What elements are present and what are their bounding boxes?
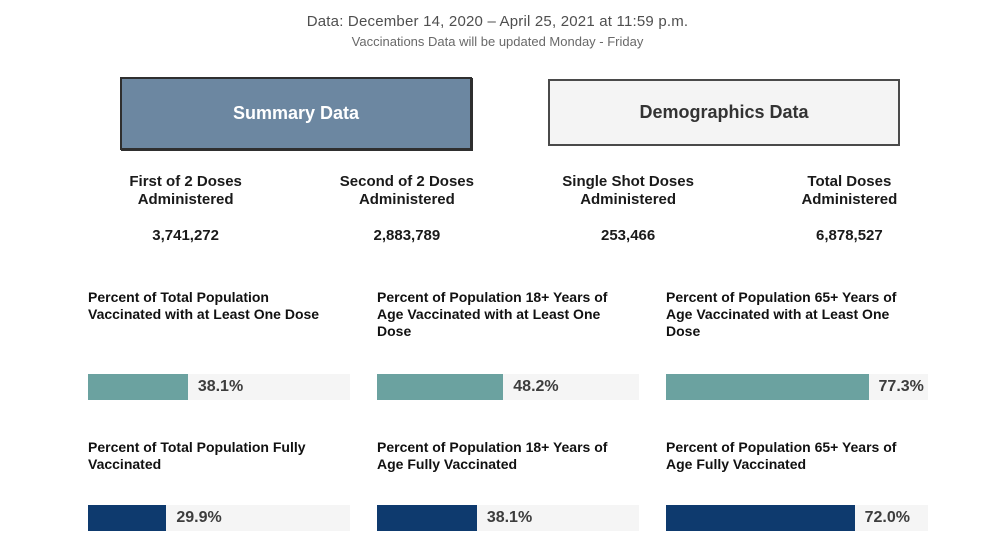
bar-value-label: 38.1% (486, 509, 533, 526)
bar-label: Percent of Population 18+ Years of Age F… (377, 439, 608, 472)
stat-label: First of 2 Doses Administered (129, 173, 242, 208)
stat-total-doses: Total Doses Administered 6,878,527 (739, 173, 960, 244)
bar-value-label: 77.3% (878, 378, 924, 395)
bar-fill (666, 374, 869, 400)
bar-fill (377, 374, 504, 400)
stat-label: Single Shot Doses Administered (562, 173, 694, 208)
update-note: Vaccinations Data will be updated Monday… (351, 34, 644, 49)
tab-demographics-data[interactable]: Demographics Data (548, 79, 900, 146)
one-dose-bars-row: Percent of Total Population Vaccinated w… (88, 289, 928, 400)
bar-fill (666, 505, 855, 531)
bar-total-population-one-dose: Percent of Total Population Vaccinated w… (88, 289, 350, 400)
bar-label: Percent of Population 65+ Years of Age F… (666, 439, 897, 472)
bar-track: 29.9% (88, 505, 350, 531)
bar-track: 38.1% (88, 374, 350, 400)
bar-value-label: 72.0% (864, 509, 910, 526)
stat-first-of-2-doses: First of 2 Doses Administered 3,741,272 (75, 173, 296, 244)
stat-label: Second of 2 Doses Administered (339, 173, 474, 208)
bar-track: 48.2% (377, 374, 639, 400)
tab-summary-data[interactable]: Summary Data (120, 77, 472, 150)
bar-65plus-one-dose: Percent of Population 65+ Years of Age V… (666, 289, 928, 400)
stat-value: 3,741,272 (152, 227, 219, 244)
bar-value-label: 38.1% (197, 378, 244, 395)
dose-stats-row: First of 2 Doses Administered 3,741,272 … (0, 173, 995, 244)
bar-track: 38.1% (377, 505, 639, 531)
page-header: Data: December 14, 2020 – April 25, 2021… (0, 0, 995, 49)
bar-18plus-fully-vaccinated: Percent of Population 18+ Years of Age F… (377, 439, 639, 531)
bar-fill (377, 505, 477, 531)
stat-value: 253,466 (601, 227, 656, 244)
bar-track: 72.0% (666, 505, 928, 531)
bar-18plus-one-dose: Percent of Population 18+ Years of Age V… (377, 289, 639, 400)
bar-label: Percent of Population 18+ Years of Age V… (377, 289, 608, 339)
fully-vaccinated-bars-row: Percent of Total Population Fully Vaccin… (88, 439, 928, 531)
stat-value: 2,883,789 (373, 227, 441, 244)
bar-fill (88, 374, 188, 400)
stat-second-of-2-doses: Second of 2 Doses Administered 2,883,789 (296, 173, 517, 244)
bar-65plus-fully-vaccinated: Percent of Population 65+ Years of Age F… (666, 439, 928, 531)
bar-label: Percent of Population 65+ Years of Age V… (666, 289, 897, 339)
bar-value-label: 29.9% (176, 509, 222, 526)
bar-fill (88, 505, 167, 531)
stat-single-shot-doses: Single Shot Doses Administered 253,466 (518, 173, 739, 244)
bar-track: 77.3% (666, 374, 928, 400)
bar-total-population-fully-vaccinated: Percent of Total Population Fully Vaccin… (88, 439, 350, 531)
bar-label: Percent of Total Population Vaccinated w… (88, 289, 320, 322)
bar-value-label: 48.2% (513, 378, 559, 395)
bar-label: Percent of Total Population Fully Vaccin… (88, 439, 306, 472)
stat-label: Total Doses Administered (801, 173, 898, 208)
stat-value: 6,878,527 (816, 227, 883, 244)
tabs-row: Summary Data Demographics Data (120, 77, 995, 150)
date-range-title: Data: December 14, 2020 – April 25, 2021… (306, 13, 689, 30)
